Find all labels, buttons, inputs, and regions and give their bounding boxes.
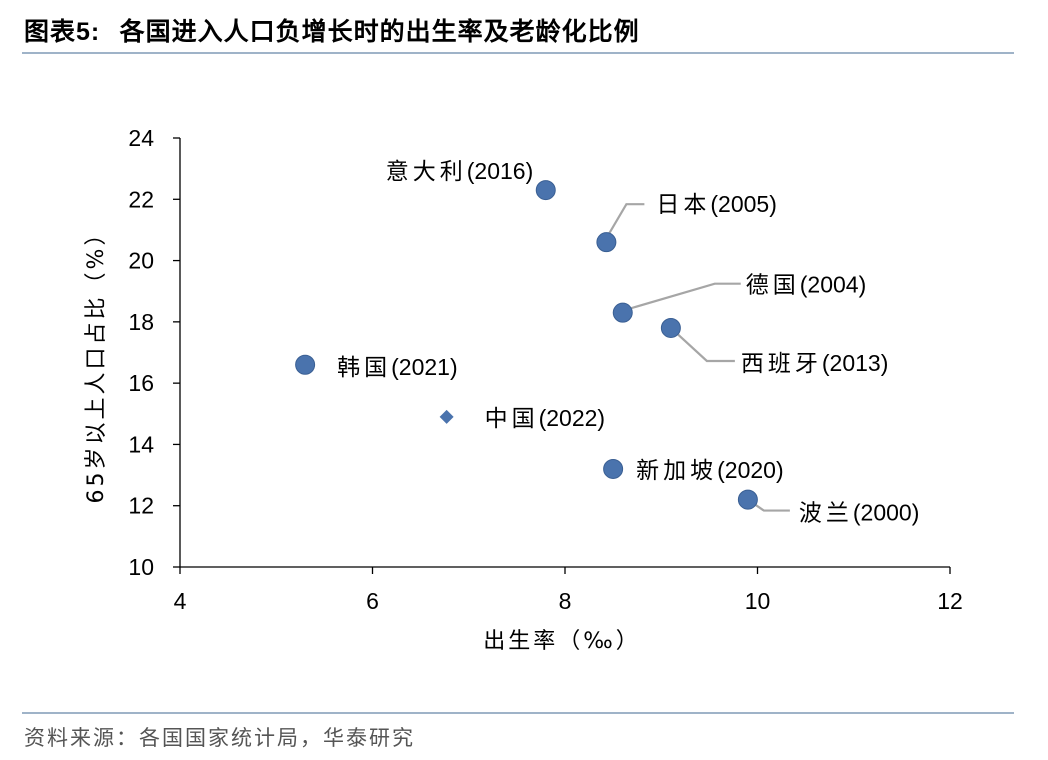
source-note: 资料来源：各国国家统计局，华泰研究 [24, 726, 415, 750]
leader-line [670, 327, 735, 363]
data-label-year: (2013) [822, 350, 888, 376]
figure-title: 图表5: 各国进入人口负增长时的出生率及老龄化比例 [24, 12, 640, 48]
y-tick-label: 14 [128, 431, 154, 457]
figure-title-text: 各国进入人口负增长时的出生率及老龄化比例 [119, 17, 640, 46]
x-axis-label: 出生率（‰） [483, 629, 641, 654]
data-label-year: (2004) [800, 272, 866, 298]
data-label: 意大利(2016) [386, 158, 533, 185]
figure-title-prefix: 图表 [24, 17, 77, 46]
x-tick-label: 10 [745, 588, 771, 614]
y-tick-label: 18 [128, 309, 154, 335]
leader-line [605, 203, 645, 239]
data-label: 德国(2004) [746, 272, 866, 299]
data-label-year: (2021) [391, 354, 457, 380]
data-label-country: 西班牙 [741, 351, 822, 377]
data-point [737, 489, 758, 510]
data-label-country: 德国 [746, 273, 800, 299]
data-point-diamond [439, 409, 454, 424]
data-point [596, 232, 617, 253]
data-label-year: (2000) [853, 500, 919, 526]
figure-title-number: 5: [76, 18, 101, 46]
data-label-country: 意大利 [386, 159, 467, 185]
data-label-country: 日本 [656, 192, 710, 218]
data-markers [295, 180, 758, 510]
title-divider [22, 52, 1014, 54]
data-point [535, 180, 556, 201]
data-label: 波兰(2000) [799, 500, 919, 527]
data-label: 韩国(2021) [337, 354, 457, 381]
data-label-country: 波兰 [799, 501, 853, 527]
leader-line [622, 282, 741, 312]
data-point [603, 458, 624, 479]
source-divider [22, 712, 1014, 714]
axes: 10 12 14 16 18 20 22 24 4 6 8 10 12 [128, 125, 962, 614]
data-label-country: 韩国 [337, 355, 391, 381]
x-tick-label: 4 [174, 588, 187, 614]
x-tick-label: 8 [559, 588, 572, 614]
x-tick-label: 12 [937, 588, 963, 614]
data-label-year: (2020) [717, 457, 783, 483]
data-labels: 意大利(2016)日本(2005)德国(2004)西班牙(2013)韩国(202… [337, 158, 919, 526]
x-tick-label: 6 [366, 588, 379, 614]
y-tick-label: 24 [128, 125, 154, 151]
data-label-country: 中国 [485, 406, 539, 432]
y-tick-label: 20 [128, 248, 154, 274]
y-axis-label: 65岁以上人口占比（%） [84, 221, 109, 504]
y-tick-label: 10 [128, 554, 154, 580]
scatter-chart: 10 12 14 16 18 20 22 24 4 6 8 10 12 意大利(2016) 日本(2005… [84, 125, 963, 654]
data-label-country: 新加坡 [636, 458, 717, 484]
y-tick-label: 16 [128, 370, 154, 396]
data-label-year: (2022) [539, 405, 605, 431]
y-tick-label: 12 [128, 493, 154, 519]
data-label-year: (2005) [710, 191, 776, 217]
data-point [660, 317, 681, 338]
data-label: 西班牙(2013) [741, 350, 888, 377]
data-point [612, 302, 633, 323]
data-point [295, 354, 316, 375]
data-label: 日本(2005) [656, 191, 776, 218]
data-label: 中国(2022) [485, 405, 605, 432]
data-label: 新加坡(2020) [636, 457, 783, 484]
data-label-year: (2016) [467, 158, 533, 184]
y-tick-label: 22 [128, 186, 154, 212]
